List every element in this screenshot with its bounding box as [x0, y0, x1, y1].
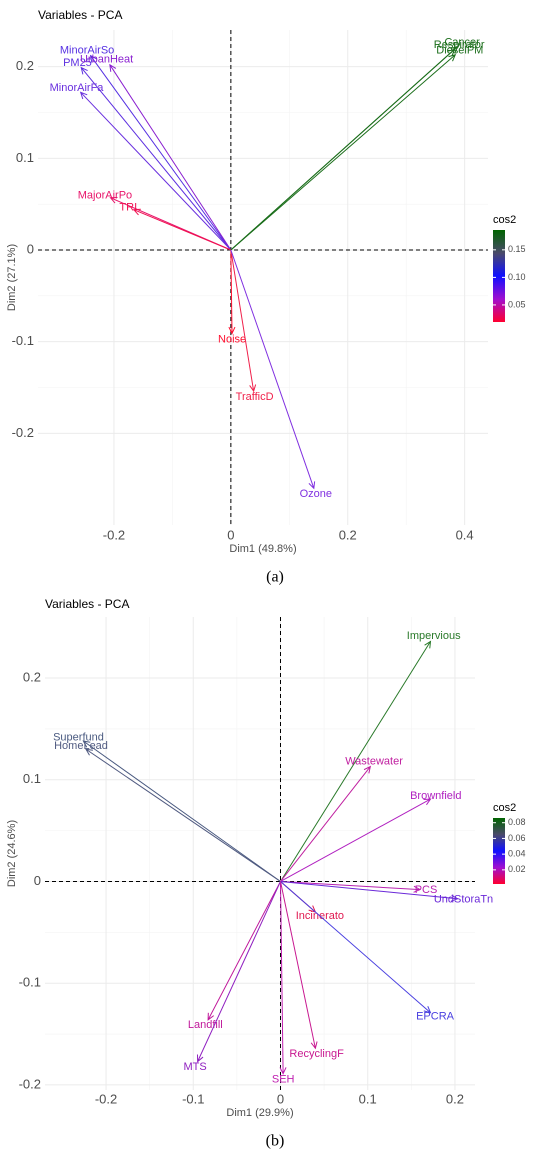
- y-tick-label: 0.2: [23, 669, 41, 684]
- variable-label: PM25: [63, 57, 92, 69]
- colorbar-label: 0.15: [508, 244, 526, 254]
- variable-label: Wastewater: [345, 756, 403, 768]
- caption: (a): [266, 569, 284, 586]
- arrow: [279, 881, 287, 1075]
- variable-label: Noise: [218, 333, 246, 345]
- y-tick-label: -0.1: [19, 975, 41, 990]
- variable-label: Impervious: [407, 630, 461, 642]
- arrow: [80, 66, 232, 251]
- variable-label: MinorAirSo: [60, 45, 114, 57]
- x-tick-label: -0.2: [103, 527, 125, 542]
- variable-label: MTS: [184, 1061, 207, 1073]
- arrow: [280, 640, 432, 882]
- arrow: [280, 880, 422, 893]
- y-tick-label: 0: [34, 873, 41, 888]
- arrow: [230, 249, 316, 490]
- variable-label: MinorAirFa: [50, 82, 105, 94]
- arrow: [230, 249, 257, 393]
- variable-label: RecyclingF: [289, 1048, 344, 1060]
- arrow: [89, 54, 232, 251]
- x-axis-title: Dim1 (49.8%): [229, 543, 296, 555]
- y-tick-label: 0.1: [16, 150, 34, 165]
- arrow: [82, 740, 281, 882]
- y-tick-label: 0.1: [23, 771, 41, 786]
- chart-title: Variables - PCA: [38, 8, 122, 22]
- colorbar-label: 0.02: [508, 864, 526, 874]
- variable-label: UrbanHeat: [80, 54, 133, 66]
- colorbar-label: 0.06: [508, 833, 526, 843]
- y-axis-title: Dim2 (24.6%): [6, 820, 18, 887]
- variable-label: TrafficD: [236, 391, 274, 403]
- x-tick-label: 0.2: [446, 1091, 464, 1106]
- y-tick-label: 0.2: [16, 58, 34, 73]
- variable-label: Landfill: [188, 1019, 223, 1031]
- y-tick-label: -0.1: [12, 333, 34, 348]
- arrow: [132, 208, 232, 251]
- variable-label: Ozone: [300, 488, 332, 500]
- variable-label: Superfund: [53, 732, 104, 744]
- legend-title: cos2: [493, 802, 516, 814]
- variable-label: Cancer: [444, 36, 480, 48]
- legend-title: cos2: [493, 214, 516, 226]
- y-tick-label: 0: [27, 241, 34, 256]
- arrow: [230, 53, 457, 251]
- variable-label: TRI: [119, 201, 137, 213]
- x-tick-label: -0.2: [95, 1091, 117, 1106]
- x-tick-label: 0: [277, 1091, 284, 1106]
- x-tick-label: 0.1: [359, 1091, 377, 1106]
- arrow: [109, 63, 232, 251]
- variable-label: Respirator: [434, 39, 485, 51]
- variable-label: SEH: [272, 1074, 295, 1086]
- variable-label: Brownfield: [410, 790, 461, 802]
- arrow: [280, 881, 318, 1050]
- x-tick-label: -0.1: [182, 1091, 204, 1106]
- arrow: [85, 748, 281, 882]
- x-axis-title: Dim1 (29.9%): [226, 1107, 293, 1119]
- variable-label: UndStoraTn: [434, 893, 493, 905]
- caption: (b): [266, 1133, 285, 1150]
- colorbar-label: 0.05: [508, 299, 526, 309]
- arrow: [280, 881, 432, 1014]
- variable-label: EPCRA: [416, 1011, 455, 1023]
- arrow: [280, 765, 372, 882]
- arrow: [280, 798, 432, 882]
- arrow: [280, 880, 459, 902]
- arrow: [228, 249, 236, 335]
- y-tick-label: -0.2: [19, 1076, 41, 1091]
- variable-label: DieselPM: [436, 45, 483, 57]
- arrow: [79, 91, 232, 251]
- x-tick-label: 0.4: [456, 527, 474, 542]
- colorbar: [493, 230, 505, 322]
- x-tick-label: 0.2: [339, 527, 357, 542]
- arrow: [207, 881, 281, 1021]
- y-axis-title: Dim2 (27.1%): [6, 244, 18, 311]
- arrow: [230, 45, 459, 251]
- chart-title: Variables - PCA: [45, 597, 129, 611]
- arrow: [197, 881, 281, 1063]
- x-tick-label: 0: [227, 527, 234, 542]
- variable-label: HomeLead: [54, 740, 108, 752]
- y-tick-label: -0.2: [12, 425, 34, 440]
- variable-label: PCS: [415, 884, 438, 896]
- variable-label: MajorAirPo: [78, 189, 132, 201]
- colorbar-label: 0.04: [508, 849, 526, 859]
- colorbar-label: 0.08: [508, 817, 526, 827]
- colorbar: [493, 818, 505, 884]
- colorbar-label: 0.10: [508, 272, 526, 282]
